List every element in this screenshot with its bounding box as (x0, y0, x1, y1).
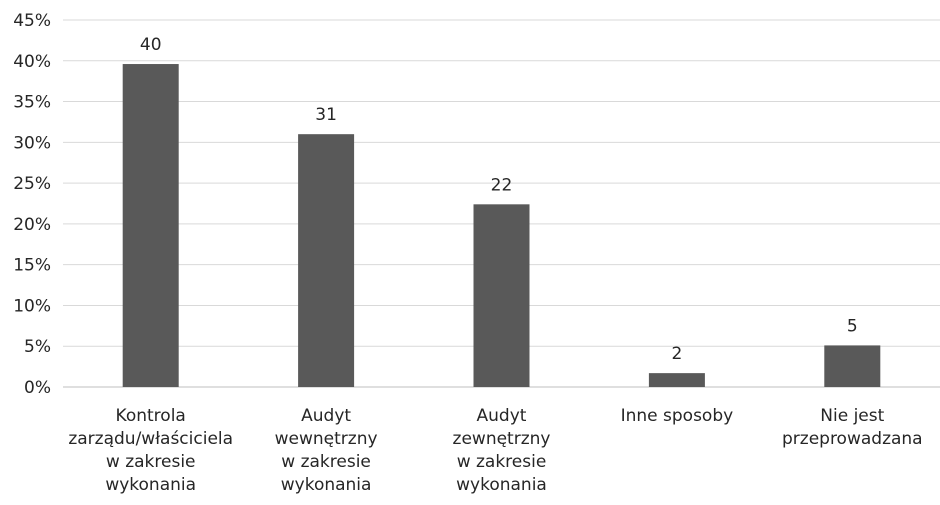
y-tick-label: 45% (13, 11, 51, 31)
x-category-label-line: wewnętrzny (275, 429, 378, 449)
x-category-label-line: wykonania (281, 475, 372, 495)
y-tick-label: 20% (13, 215, 51, 235)
x-category-label-line: wykonania (105, 475, 196, 495)
x-category-label-line: zarządu/właściciela (68, 429, 233, 449)
x-category-label-line: Inne sposoby (621, 406, 734, 426)
x-category-label: Inne sposoby (621, 406, 734, 426)
data-label: 22 (491, 175, 513, 195)
x-axis-categories: Kontrola zarządu/właściciela w zakresie wyk… (68, 406, 922, 495)
y-tick-label: 10% (13, 296, 51, 316)
x-category-label-line: Audyt (477, 406, 527, 426)
x-category-label-line: Audyt (301, 406, 351, 426)
x-category-label-line: Kontrola (116, 406, 186, 426)
y-tick-label: 15% (13, 256, 51, 276)
x-category-label: Audyt wewnętrzny w zakresie wykonania (275, 406, 378, 495)
bar (648, 373, 705, 387)
x-category-label-line: Nie jest (820, 406, 884, 426)
bars (122, 64, 881, 387)
y-axis-ticks: 0% 5% 10% 15% 20% 25% 30% 35% 40% 45% (13, 11, 51, 398)
y-tick-label: 25% (13, 174, 51, 194)
x-category-label: Nie jest przeprowadzana (782, 406, 923, 449)
y-tick-label: 5% (24, 337, 51, 357)
y-tick-label: 40% (13, 52, 51, 72)
x-category-label-line: zewnętrzny (453, 429, 551, 449)
data-label: 40 (140, 35, 162, 55)
bar (298, 134, 355, 387)
bar (473, 204, 530, 387)
y-tick-label: 30% (13, 133, 51, 153)
data-label: 2 (671, 344, 682, 364)
x-category-label-line: przeprowadzana (782, 429, 923, 449)
x-category-label-line: w zakresie (106, 452, 196, 472)
bar (824, 345, 881, 387)
x-category-label-line: w zakresie (457, 452, 547, 472)
x-category-label: Kontrola zarządu/właściciela w zakresie wyk… (68, 406, 233, 495)
x-category-label: Audyt zewnętrzny w zakresie wykonania (453, 406, 551, 495)
x-category-label-line: w zakresie (281, 452, 371, 472)
data-label: 31 (315, 105, 337, 125)
y-tick-label: 35% (13, 93, 51, 113)
data-label: 5 (847, 316, 858, 336)
x-category-label-line: wykonania (456, 475, 547, 495)
bar (122, 64, 179, 387)
y-tick-label: 0% (24, 378, 51, 398)
